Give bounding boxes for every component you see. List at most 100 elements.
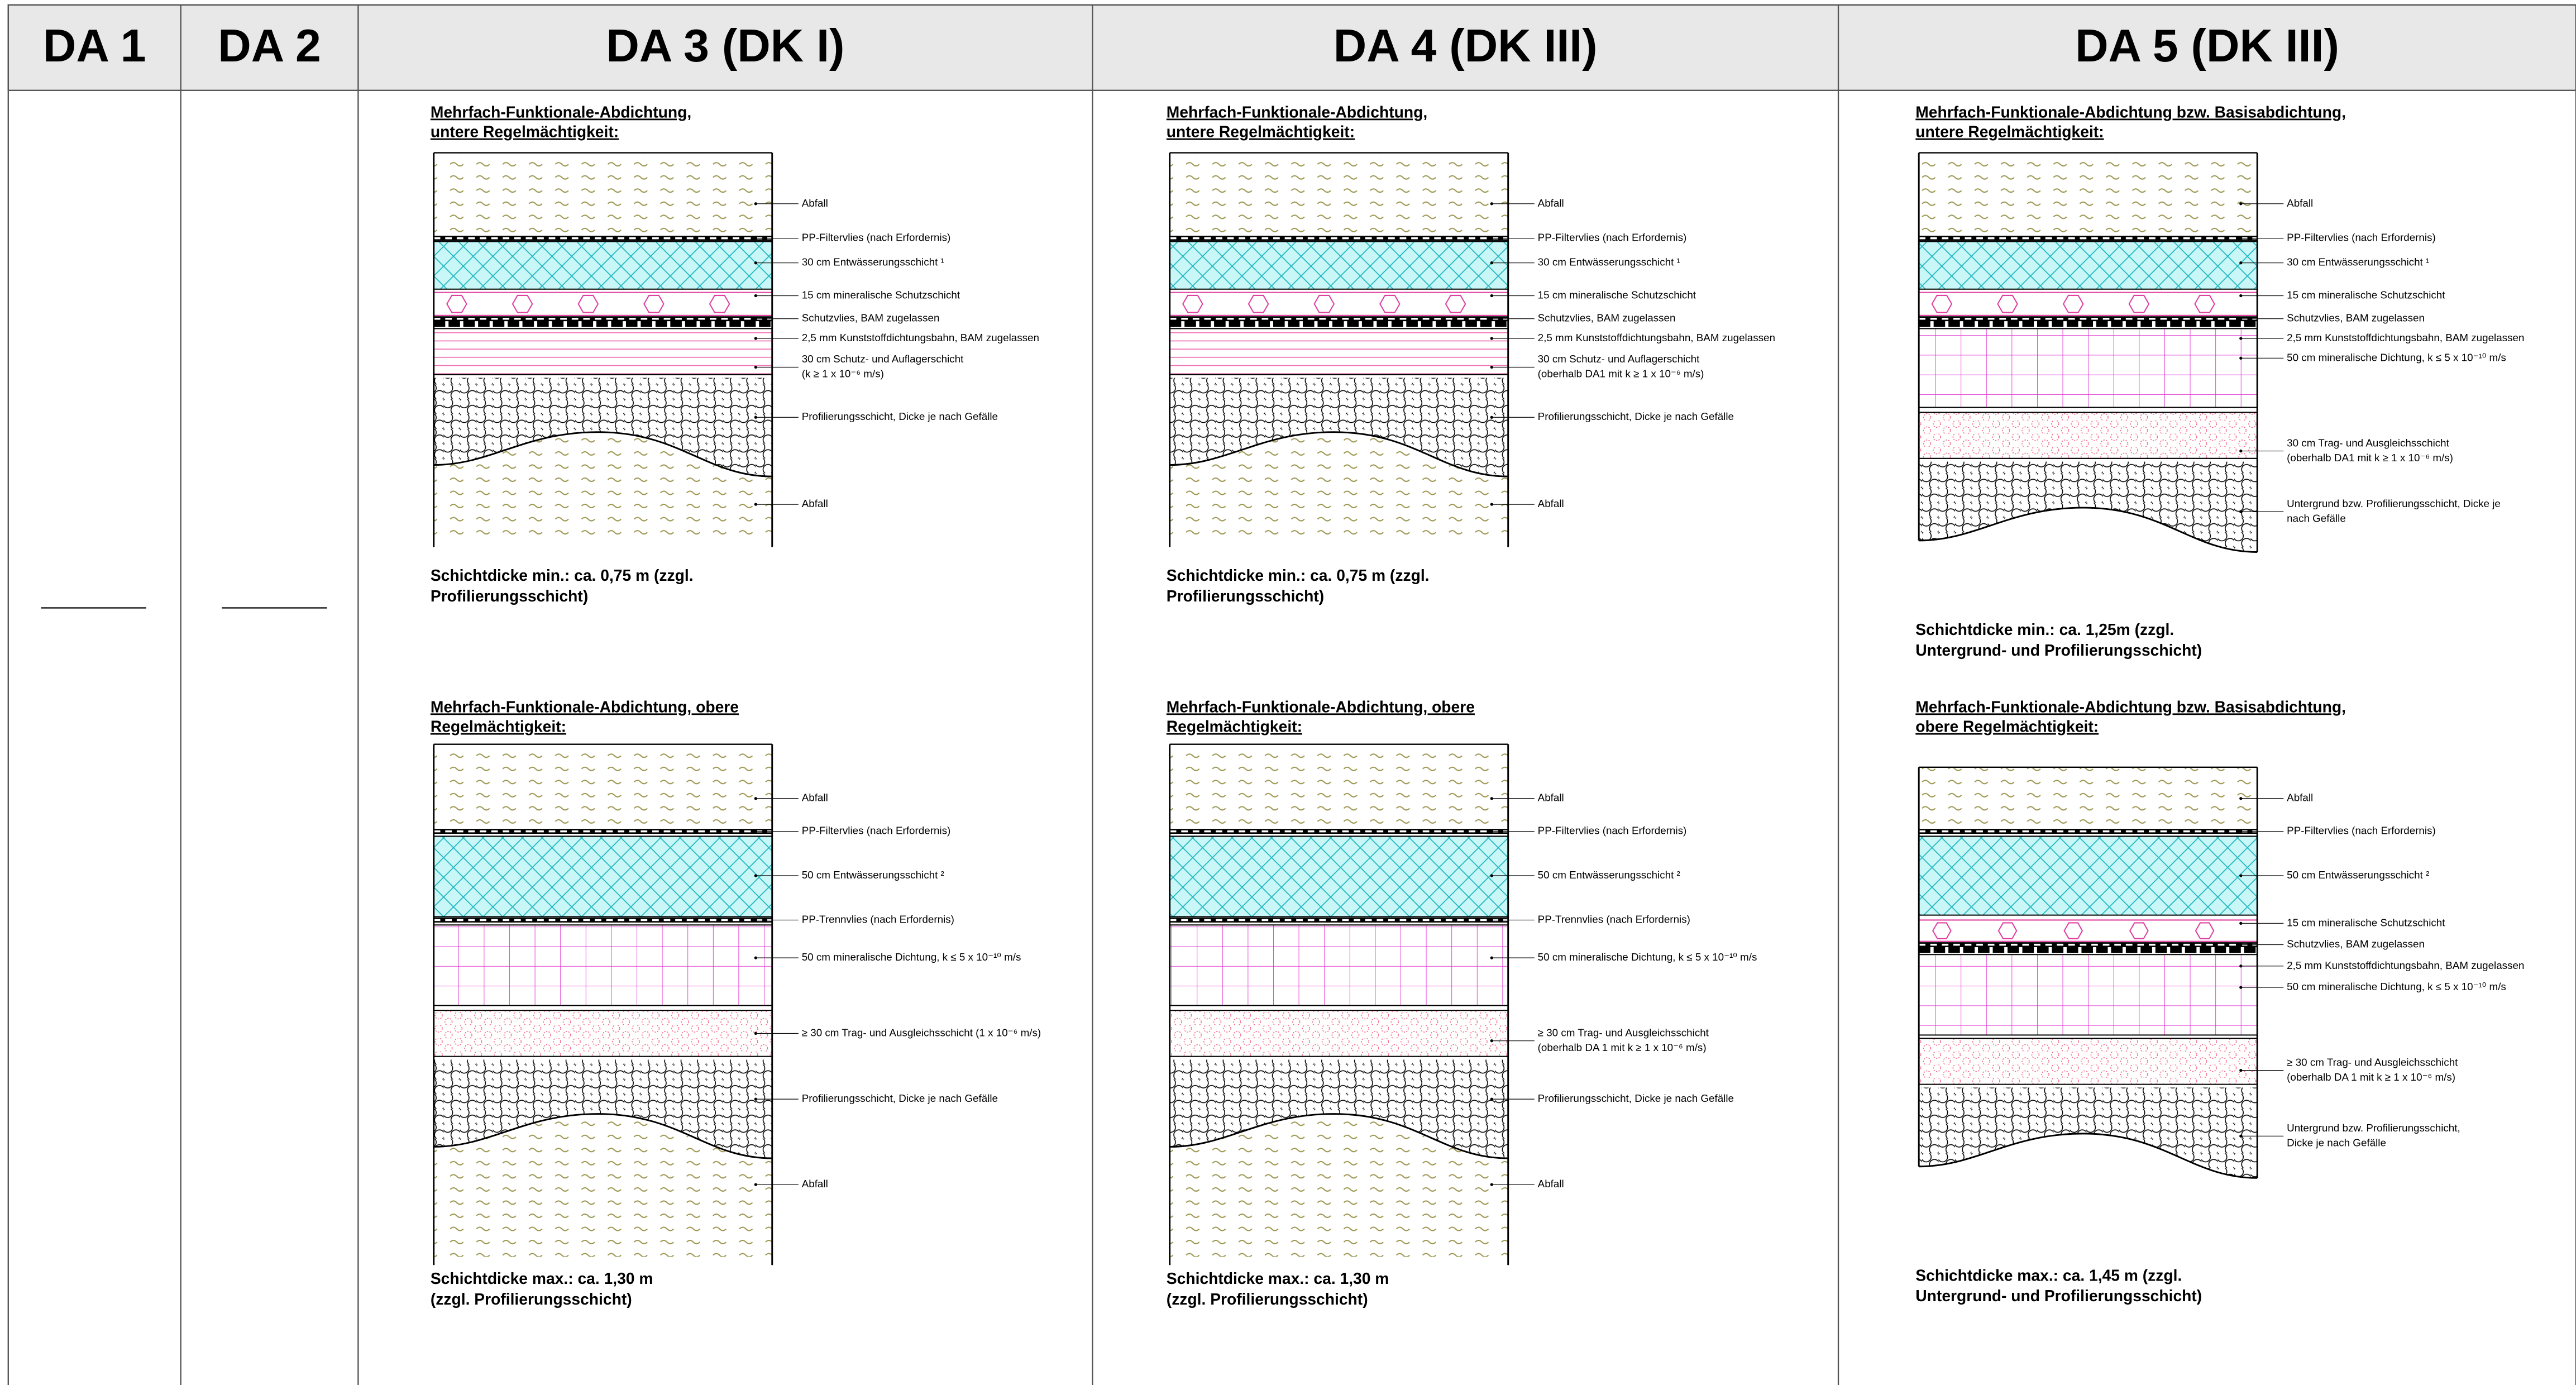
seal-layer <box>1919 954 2258 1035</box>
trag-layer <box>1919 412 2258 459</box>
layer-label: PP-Filtervlies (nach Erfordernis) <box>1538 232 1687 243</box>
layer-label: ≥ 30 cm Trag- und Ausgleichsschicht <box>2287 1056 2458 1068</box>
layer-label: 30 cm Trag- und Ausgleichsschicht <box>2287 437 2449 448</box>
hexagon <box>1932 922 1952 939</box>
profile-edge <box>433 1113 772 1159</box>
thickness-note: Schichtdicke max.: ca. 1,30 m <box>1167 1269 1389 1287</box>
layer-label: 15 cm mineralische Schutzschicht <box>2287 289 2445 301</box>
thickness-note: (zzgl. Profilierungsschicht) <box>1167 1290 1368 1308</box>
layer-label: Schutzvlies, BAM zugelassen <box>2287 938 2425 950</box>
column-header: DA 5 (DK III) <box>2075 20 2339 71</box>
leader-dot <box>1490 874 1493 877</box>
layer-label: (k ≥ 1 x 10⁻⁶ m/s) <box>802 368 884 380</box>
leader-dot <box>1490 416 1493 419</box>
layer-diagram: Abfall PP-Filtervlies (nach Erfordernis) 3… <box>1167 103 1775 604</box>
layer-label: Abfall <box>1538 1178 1564 1190</box>
diagram-title: Mehrfach-Funktionale-Abdichtung, obere <box>1167 698 1475 715</box>
hexagon <box>709 294 730 313</box>
thickness-note: (zzgl. Profilierungsschicht) <box>431 1290 632 1308</box>
leader-dot <box>1490 1097 1493 1101</box>
layer-label: Abfall <box>802 1178 828 1190</box>
abfall-layer <box>1169 152 1508 235</box>
hexagon <box>1379 294 1401 313</box>
thickness-note: Profilierungsschicht) <box>1167 587 1324 605</box>
layer-label: 2,5 mm Kunststoffdichtungsbahn, BAM zuge… <box>1538 332 1775 343</box>
thickness-note: Untergrund- und Profilierungsschicht) <box>1915 641 2202 659</box>
diagram-title: Mehrfach-Funktionale-Abdichtung, <box>1167 103 1427 121</box>
layer-label: nach Gefälle <box>2287 513 2346 524</box>
layer-label: 50 cm mineralische Dichtung, k ≤ 5 x 10⁻… <box>1538 951 1757 963</box>
column-header: DA 4 (DK III) <box>1334 20 1598 71</box>
layer-label: Abfall <box>1538 792 1564 804</box>
leader-dot <box>1490 294 1493 298</box>
hexagon <box>1445 294 1466 313</box>
column-header: DA 3 (DK I) <box>606 20 844 71</box>
column-header: DA 2 <box>218 20 321 71</box>
leader-dot <box>1490 202 1493 206</box>
layer-label: 30 cm Entwässerungsschicht ¹ <box>1538 256 1680 268</box>
layer-label: Abfall <box>802 498 828 509</box>
thickness-note: Schichtdicke max.: ca. 1,45 m (zzgl. <box>1915 1266 2182 1284</box>
diagram-title: Regelmächtigkeit: <box>1167 718 1302 736</box>
layer-label: Abfall <box>802 197 828 209</box>
thickness-note: Schichtdicke min.: ca. 1,25m (zzgl. <box>1915 620 2174 638</box>
layer-label: Schutzvlies, BAM zugelassen <box>2287 312 2425 324</box>
hexagon <box>2062 294 2084 313</box>
abfall-layer <box>1919 152 2258 235</box>
diagram-title: obere Regelmächtigkeit: <box>1915 718 2099 736</box>
layer-label: Profilierungsschicht, Dicke je nach Gefä… <box>802 1092 998 1104</box>
layer-diagram: Abfall PP-Filtervlies (nach Erfordernis) 5… <box>1915 698 2524 1305</box>
layer-label: Abfall <box>1538 197 1564 209</box>
layer-label: PP-Trennvlies (nach Erfordernis) <box>1538 913 1690 925</box>
leader-dot <box>1490 365 1493 369</box>
layer-label: 30 cm Schutz- und Auflagerschicht <box>802 353 964 365</box>
layer-label: Profilierungsschicht, Dicke je nach Gefä… <box>1538 1092 1734 1104</box>
thickness-note: Untergrund- und Profilierungsschicht) <box>1915 1287 2202 1305</box>
hexagon <box>2063 922 2083 939</box>
diagram-title: Mehrfach-Funktionale-Abdichtung, obere <box>431 698 739 715</box>
abfall-layer <box>433 744 772 827</box>
leader-dot <box>1490 236 1493 240</box>
hexagon <box>1997 922 2018 939</box>
layer-label: Profilierungsschicht, Dicke je nach Gefä… <box>802 410 998 422</box>
leader-dot <box>1490 956 1493 959</box>
diagram-title: Mehrfach-Funktionale-Abdichtung, <box>431 103 691 121</box>
column-header: DA 1 <box>43 20 146 71</box>
diagram-title: Mehrfach-Funktionale-Abdichtung bzw. Bas… <box>1915 698 2346 715</box>
layer-label: Untergrund bzw. Profilierungsschicht, <box>2287 1122 2460 1134</box>
layer-label: ≥ 30 cm Trag- und Ausgleichsschicht (1 x… <box>802 1026 1041 1038</box>
abfall-layer <box>1919 767 2258 830</box>
layer-label: Dicke je nach Gefälle <box>2287 1137 2386 1149</box>
support-layer <box>1169 328 1508 375</box>
trag-layer <box>1919 1038 2258 1085</box>
leader-dot <box>1490 261 1493 265</box>
layer-label: 2,5 mm Kunststoffdichtungsbahn, BAM zuge… <box>2287 332 2524 343</box>
thickness-note: Schichtdicke min.: ca. 0,75 m (zzgl. <box>1167 566 1430 584</box>
layer-label: Schutzvlies, BAM zugelassen <box>1538 312 1676 324</box>
layer-label: Abfall <box>2287 197 2313 209</box>
hexagon <box>1997 294 2018 313</box>
layer-label: Schutzvlies, BAM zugelassen <box>802 312 940 324</box>
diagram-title: Regelmächtigkeit: <box>431 718 566 736</box>
hexagon <box>1313 294 1335 313</box>
diagram-title: untere Regelmächtigkeit: <box>431 123 619 141</box>
leader-dot <box>1490 317 1493 321</box>
layer-label: 15 cm mineralische Schutzschicht <box>802 289 960 301</box>
layer-label: 50 cm Entwässerungsschicht ² <box>2287 869 2429 881</box>
profile-layer <box>1919 461 2258 552</box>
layer-label: PP-Filtervlies (nach Erfordernis) <box>2287 232 2436 243</box>
layer-label: 50 cm Entwässerungsschicht ² <box>802 869 944 881</box>
abfall-layer <box>433 152 772 235</box>
layer-label: 30 cm Entwässerungsschicht ¹ <box>2287 256 2429 268</box>
layer-label: 2,5 mm Kunststoffdichtungsbahn, BAM zuge… <box>2287 959 2524 971</box>
profile-edge <box>1169 1113 1508 1159</box>
layer-label: 30 cm Entwässerungsschicht ¹ <box>802 256 944 268</box>
leader-dot <box>1490 503 1493 506</box>
layer-diagram: Abfall PP-Filtervlies (nach Erfordernis) 5… <box>431 698 1041 1308</box>
diagram-title: untere Regelmächtigkeit: <box>1915 123 2104 141</box>
drain-layer <box>433 241 772 289</box>
trag-layer <box>433 1010 772 1057</box>
hexagon <box>1248 294 1269 313</box>
header-band <box>7 4 2576 91</box>
